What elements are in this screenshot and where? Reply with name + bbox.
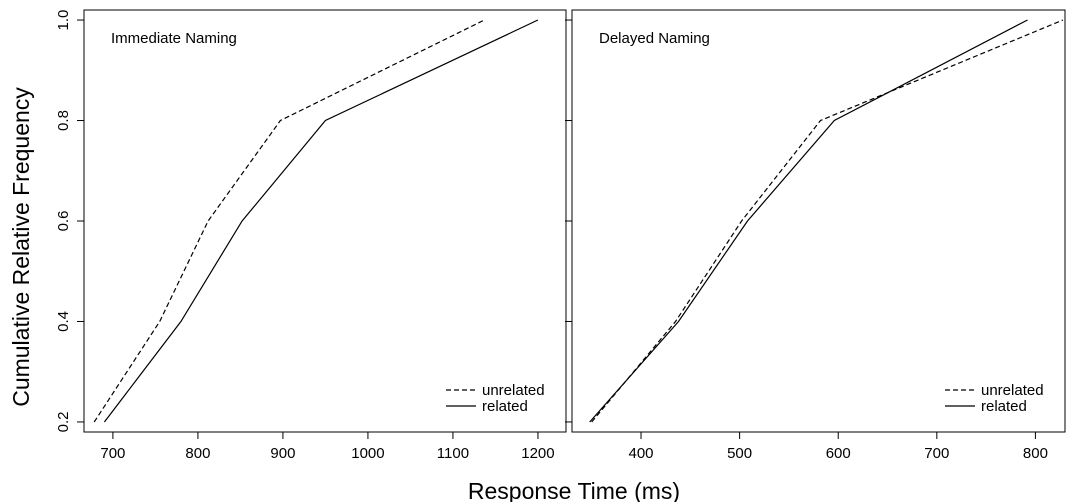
x-tick-label: 800 [1023, 445, 1048, 462]
series-line-related [103, 19, 539, 423]
series-line-unrelated [93, 19, 485, 423]
y-tick-label: 1.0 [55, 10, 72, 31]
panel-delayed: 400 500 600 700 800 Delayed Naming unrelatedre… [565, 9, 1066, 462]
series-line-related [589, 19, 1028, 423]
panel-title: Delayed Naming [599, 30, 710, 47]
legend-label-unrelated: unrelated [981, 382, 1044, 399]
legend-label-unrelated: unrelated [482, 382, 545, 399]
x-tick-label: 900 [270, 445, 295, 462]
x-tick-label: 700 [924, 445, 949, 462]
legend-label-related: related [482, 398, 528, 415]
plot-frame [571, 9, 1066, 433]
series-line-unrelated [591, 19, 1064, 423]
legend-label-related: related [981, 398, 1027, 415]
x-tick-label: 700 [100, 445, 125, 462]
x-tick-label: 1200 [521, 445, 554, 462]
x-tick-label: 600 [826, 445, 851, 462]
x-tick-label: 400 [629, 445, 654, 462]
panel-immediate: 700 800 900 1000 1100 1200 0.2 0.4 0.6 0.8 1.0 Imme… [55, 9, 567, 462]
x-tick-label: 1100 [437, 445, 469, 462]
y-tick-label: 0.6 [55, 211, 72, 232]
y-tick-label: 0.2 [55, 412, 72, 433]
x-axis-label: Response Time (ms) [468, 478, 680, 502]
x-tick-label: 500 [727, 445, 752, 462]
y-tick-label: 0.4 [55, 311, 72, 332]
x-tick-label: 800 [185, 445, 210, 462]
y-tick-label: 0.8 [55, 110, 72, 131]
panel-title: Immediate Naming [111, 30, 237, 47]
x-tick-label: 1000 [351, 445, 384, 462]
plot-frame [83, 9, 567, 433]
y-axis-label: Cumulative Relative Frequency [8, 87, 34, 407]
